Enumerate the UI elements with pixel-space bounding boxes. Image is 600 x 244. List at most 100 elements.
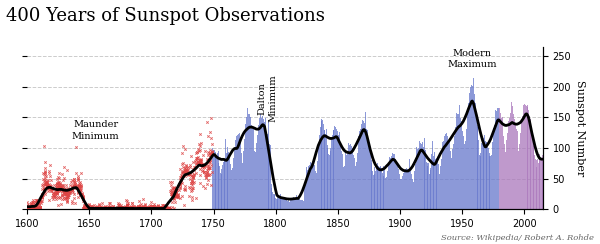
Point	[127, 205, 136, 209]
Point	[140, 207, 150, 211]
Point	[59, 165, 68, 169]
Point	[202, 175, 211, 179]
Point	[78, 196, 88, 200]
Point	[140, 203, 149, 206]
Point	[189, 173, 199, 177]
Point	[29, 205, 39, 209]
Point	[158, 207, 168, 211]
Point	[55, 183, 64, 187]
Point	[157, 207, 167, 211]
Point	[106, 207, 116, 211]
Point	[33, 207, 43, 211]
Point	[175, 178, 185, 182]
Point	[167, 193, 176, 197]
Point	[114, 207, 124, 211]
Point	[168, 193, 178, 196]
Point	[55, 195, 65, 199]
Point	[165, 180, 175, 184]
Point	[87, 207, 97, 211]
Point	[187, 199, 197, 203]
Point	[89, 207, 99, 211]
Point	[94, 203, 104, 207]
Point	[119, 206, 128, 210]
Point	[83, 206, 92, 210]
Point	[104, 207, 113, 211]
Point	[181, 184, 190, 188]
Point	[34, 204, 43, 208]
Point	[102, 207, 112, 211]
Point	[113, 207, 123, 211]
Point	[38, 177, 48, 181]
Point	[93, 206, 103, 210]
Point	[65, 183, 74, 187]
Point	[29, 207, 38, 211]
Point	[35, 199, 44, 203]
Point	[82, 207, 91, 211]
Point	[108, 204, 118, 208]
Point	[133, 207, 142, 211]
Point	[62, 194, 72, 198]
Point	[187, 180, 196, 183]
Point	[79, 207, 89, 211]
Point	[139, 206, 149, 210]
Point	[127, 207, 136, 211]
Point	[188, 186, 198, 190]
Point	[96, 206, 106, 210]
Point	[29, 204, 39, 208]
Point	[151, 204, 161, 208]
Point	[75, 189, 85, 193]
Point	[148, 206, 157, 210]
Point	[67, 184, 77, 188]
Point	[57, 189, 67, 193]
Point	[205, 166, 215, 170]
Point	[177, 175, 187, 179]
Point	[42, 183, 52, 187]
Point	[38, 182, 48, 186]
Point	[53, 195, 62, 199]
Point	[152, 207, 162, 211]
Point	[70, 177, 79, 181]
Point	[178, 174, 187, 178]
Point	[176, 173, 185, 177]
Point	[133, 205, 143, 209]
Point	[40, 190, 50, 194]
Point	[187, 183, 197, 187]
Point	[23, 203, 32, 207]
Point	[142, 207, 151, 211]
Point	[70, 196, 79, 200]
Point	[121, 207, 131, 211]
Point	[169, 188, 179, 192]
Point	[73, 178, 82, 182]
Point	[175, 196, 185, 200]
Point	[127, 206, 136, 210]
Point	[46, 187, 56, 191]
Point	[35, 198, 45, 202]
Point	[87, 204, 97, 208]
Point	[79, 207, 89, 211]
Point	[31, 206, 40, 210]
Point	[103, 207, 113, 211]
Point	[44, 188, 53, 192]
Point	[22, 200, 32, 203]
Point	[29, 207, 38, 211]
Point	[116, 205, 125, 209]
Point	[54, 187, 64, 191]
Point	[187, 186, 196, 190]
Point	[91, 206, 101, 210]
Point	[93, 207, 103, 211]
Point	[130, 207, 139, 211]
Point	[61, 189, 70, 193]
Point	[108, 204, 118, 208]
Point	[109, 206, 118, 210]
Point	[157, 206, 167, 210]
Point	[23, 204, 32, 208]
Point	[22, 206, 32, 210]
Point	[38, 193, 47, 197]
Point	[83, 207, 92, 211]
Point	[82, 205, 92, 209]
Point	[110, 207, 120, 211]
Point	[136, 207, 146, 211]
Point	[157, 205, 167, 209]
Point	[85, 206, 94, 210]
Point	[83, 206, 92, 210]
